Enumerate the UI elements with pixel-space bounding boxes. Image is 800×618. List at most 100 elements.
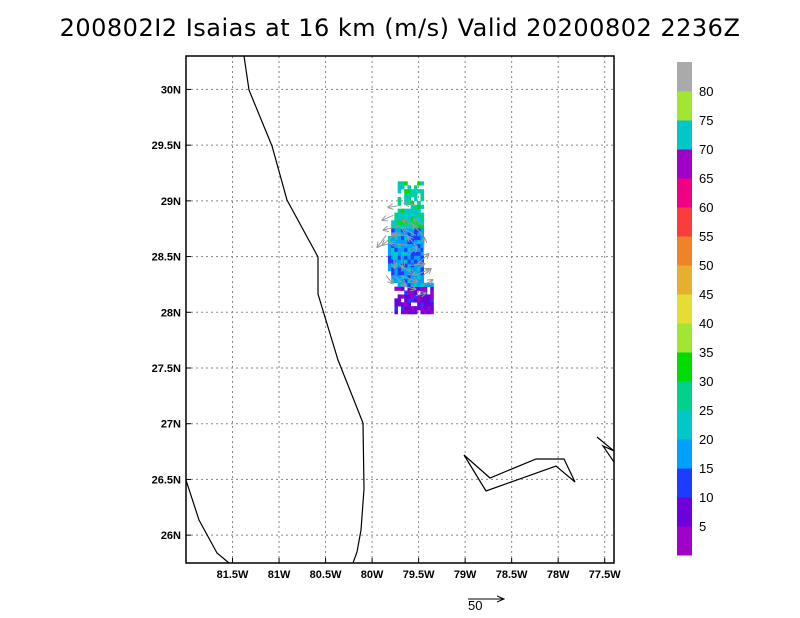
wind-cell	[430, 310, 434, 315]
wind-cell	[413, 294, 418, 299]
wind-cell	[404, 212, 408, 217]
wind-cell	[410, 228, 415, 233]
wind-cell	[394, 243, 398, 248]
wind-vector	[393, 255, 394, 267]
lat-tick-label: 28.5N	[152, 252, 181, 264]
colorbar-segment	[677, 410, 692, 440]
wind-cell	[420, 267, 425, 272]
wind-vector	[382, 214, 394, 220]
wind-cell	[410, 193, 415, 198]
lat-tick-label: 28N	[161, 307, 181, 319]
wind-cell	[391, 243, 395, 248]
wind-cell	[417, 204, 421, 209]
colorbar-segment	[677, 120, 692, 150]
wind-cell	[394, 306, 398, 311]
wind-cell	[417, 271, 421, 276]
plot-frame	[185, 55, 615, 564]
wind-cell	[430, 286, 434, 291]
wind-cell	[404, 232, 408, 237]
wind-cell	[397, 274, 402, 280]
wind-cell	[407, 189, 411, 194]
colorbar-segment	[677, 207, 692, 237]
wind-cell	[417, 224, 421, 229]
colorbar-segment	[677, 497, 692, 527]
wind-cell	[404, 193, 408, 198]
wind-cell	[430, 282, 434, 287]
wind-cell	[397, 263, 402, 268]
wind-cell	[397, 259, 402, 264]
wind-cell	[397, 282, 402, 287]
wind-vector	[392, 234, 409, 235]
wind-vector	[393, 275, 405, 286]
wind-cell	[400, 274, 405, 280]
wind-cell	[420, 189, 425, 194]
colorbar-segment	[677, 178, 692, 208]
wind-cell	[397, 232, 402, 237]
colorbar-label: 50	[699, 258, 713, 273]
wind-cell	[404, 255, 408, 260]
lat-tick-label: 30N	[161, 84, 181, 96]
wind-cell	[394, 267, 398, 272]
wind-cell	[413, 267, 418, 272]
wind-cell	[420, 216, 425, 221]
wind-cell	[407, 274, 411, 280]
wind-cell	[404, 298, 408, 303]
wind-cell	[410, 251, 415, 256]
lon-tick-label: 78W	[547, 569, 570, 581]
wind-cell	[391, 267, 395, 272]
wind-cell	[430, 294, 434, 299]
wind-cell	[404, 208, 408, 213]
wind-cell	[413, 208, 418, 213]
wind-cell	[413, 239, 418, 245]
abaco-coastline	[596, 436, 614, 463]
wind-cell	[423, 310, 428, 315]
wind-cell	[410, 204, 415, 209]
wind-cell	[387, 267, 392, 272]
colorbar-segment	[677, 468, 692, 498]
wind-cell	[400, 224, 405, 229]
grand-bahama-coastline	[463, 454, 576, 492]
florida-coastline	[243, 56, 365, 563]
wind-cell	[400, 310, 405, 315]
wind-cell	[417, 181, 421, 186]
wind-cell	[394, 302, 398, 307]
wind-cell	[394, 286, 398, 291]
wind-cell	[397, 185, 402, 190]
wind-cell	[391, 271, 395, 276]
wind-cell	[404, 247, 408, 252]
chart-title: 200802I2 Isaias at 16 km (m/s) Valid 202…	[59, 14, 741, 42]
wind-cell	[407, 298, 411, 303]
wind-cell	[420, 294, 425, 299]
wind-cell	[413, 259, 418, 264]
wind-cell	[410, 212, 415, 217]
wind-cell	[407, 286, 411, 291]
wind-cell	[407, 302, 411, 307]
wind-cell	[400, 251, 405, 256]
wind-cell	[417, 216, 421, 221]
colorbar-label: 80	[699, 84, 713, 99]
wind-cell	[404, 181, 408, 186]
wind-cell	[413, 274, 418, 280]
wind-cell	[400, 212, 405, 217]
wind-cell	[417, 208, 421, 213]
wind-vector	[422, 269, 431, 276]
wind-cell	[397, 239, 402, 245]
wind-vector	[414, 219, 424, 226]
colorbar-ticks: 5 10 15 20 25 30 35 40 45 50 55 60 65 70 75 80	[699, 84, 713, 534]
wind-cell	[400, 243, 405, 248]
wind-cell	[404, 263, 408, 268]
wind-cell	[400, 259, 405, 264]
wind-cell	[397, 228, 402, 233]
wind-cell	[420, 181, 425, 186]
wind-vectors	[377, 203, 432, 296]
wind-cell	[407, 251, 411, 256]
wind-cell	[413, 251, 418, 256]
wind-cell	[407, 232, 411, 237]
colorbar-label: 35	[699, 345, 713, 360]
lat-lon-grid	[186, 56, 614, 563]
lat-tick-label: 27.5N	[152, 363, 181, 375]
wind-cell	[387, 235, 392, 241]
wind-cell	[397, 208, 402, 213]
colorbar-label: 55	[699, 229, 713, 244]
wind-cell	[413, 290, 418, 295]
